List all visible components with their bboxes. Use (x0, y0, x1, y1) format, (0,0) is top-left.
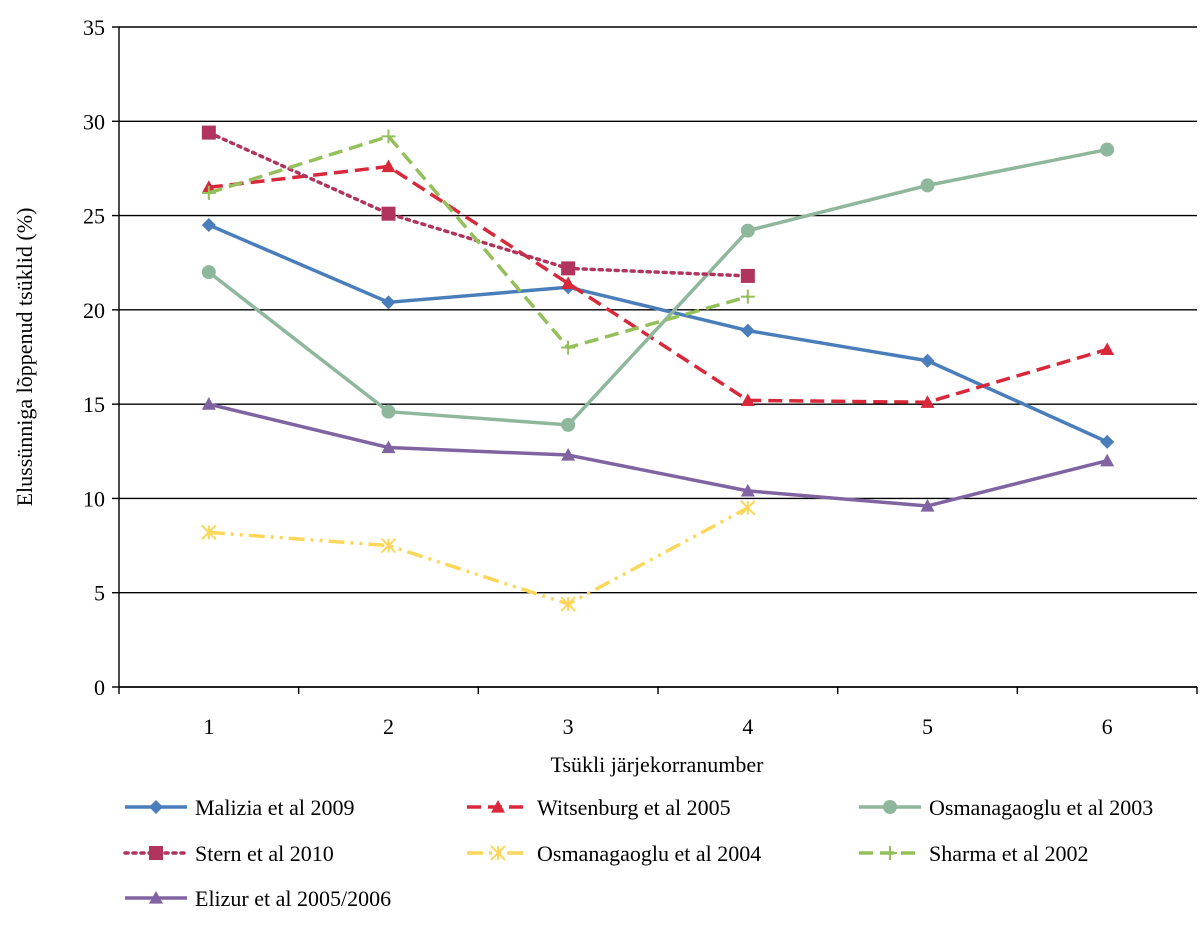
data-point-3-1 (381, 206, 396, 221)
data-point-4-3 (740, 500, 756, 516)
data-point-3-0 (201, 125, 216, 140)
y-axis-title: Elussünniga lõppenud tsüklid (%) (12, 208, 37, 507)
legend-label-2: Osmanagaoglu et al 2003 (929, 795, 1153, 820)
legend-item-4: Osmanagaoglu et al 2004 (467, 841, 761, 866)
data-point-5-0 (201, 185, 216, 200)
y-tick-label-10: 10 (83, 486, 105, 511)
data-point-2-2 (561, 417, 576, 432)
y-tick-label-30: 30 (83, 109, 105, 134)
legend-item-6: Elizur et al 2005/2006 (125, 886, 391, 911)
data-point-6-1 (381, 440, 396, 454)
legend-label-4: Osmanagaoglu et al 2004 (537, 841, 761, 866)
data-point-2-3 (740, 223, 755, 238)
legend: Malizia et al 2009 Witsenburg et al 2005 O… (123, 795, 1153, 911)
data-point-1-5 (1100, 342, 1115, 356)
legend-marker-0 (149, 800, 163, 814)
series-layer (201, 125, 1115, 612)
legend-marker-4 (490, 845, 506, 861)
legend-item-1: Witsenburg et al 2005 (467, 795, 731, 820)
x-tick-label-3: 3 (563, 714, 574, 739)
data-point-2-5 (1100, 142, 1115, 157)
data-point-4-1 (380, 537, 397, 554)
series-2 (201, 142, 1115, 432)
y-tick-label-35: 35 (83, 15, 105, 40)
series-1 (201, 159, 1115, 408)
data-point-3-3 (740, 268, 755, 283)
series-line-3 (207, 130, 750, 278)
x-tick-label-6: 6 (1102, 714, 1113, 739)
data-point-1-4 (920, 395, 935, 408)
x-tick-label-1: 1 (203, 714, 214, 739)
data-point-1-3 (740, 393, 755, 406)
x-tick-label-4: 4 (742, 714, 753, 739)
data-point-2-4 (920, 178, 935, 193)
series-6 (201, 397, 1115, 512)
series-0 (201, 218, 1115, 449)
legend-label-1: Witsenburg et al 2005 (537, 795, 731, 820)
data-point-4-2 (560, 596, 576, 612)
data-point-2-1 (381, 404, 396, 419)
axes (118, 27, 1197, 688)
y-tick-label-15: 15 (83, 392, 105, 417)
y-axis-ticks: 0 5 10 15 20 25 30 35 (83, 15, 119, 700)
data-point-6-4 (920, 498, 935, 512)
data-point-0-4 (920, 353, 935, 368)
y-tick-label-20: 20 (83, 298, 105, 323)
data-point-3-2 (561, 261, 576, 276)
data-point-4-0 (201, 524, 217, 541)
data-point-0-0 (201, 218, 216, 232)
legend-label-0: Malizia et al 2009 (195, 795, 354, 820)
series-line-5 (208, 134, 749, 350)
data-point-2-0 (201, 265, 216, 280)
x-tick-label-5: 5 (922, 714, 933, 739)
data-point-6-2 (561, 448, 576, 461)
data-point-0-1 (381, 295, 396, 310)
x-tick-label-2: 2 (383, 714, 394, 739)
legend-item-5: Sharma et al 2002 (859, 841, 1088, 866)
series-line-6 (208, 402, 1108, 508)
legend-item-0: Malizia et al 2009 (125, 795, 354, 820)
legend-marker-3 (149, 846, 163, 860)
legend-marker-1 (491, 800, 505, 813)
data-point-6-3 (740, 483, 755, 497)
legend-item-2: Osmanagaoglu et al 2003 (859, 795, 1153, 820)
series-line-0 (208, 223, 1108, 444)
legend-item-3: Stern et al 2010 (123, 841, 334, 866)
series-line-1 (208, 164, 1108, 405)
data-point-6-5 (1100, 453, 1115, 467)
data-point-6-0 (201, 397, 216, 410)
legend-marker-5 (883, 846, 897, 860)
x-axis-title: Tsükli järjekorranumber (551, 752, 765, 777)
data-point-0-3 (740, 323, 755, 338)
data-point-5-1 (381, 129, 396, 144)
legend-marker-6 (149, 891, 163, 904)
series-line-2 (207, 147, 1108, 427)
data-point-0-5 (1100, 434, 1115, 449)
data-point-5-3 (740, 289, 755, 304)
data-point-1-2 (561, 276, 576, 290)
legend-label-6: Elizur et al 2005/2006 (195, 886, 391, 911)
series-line-4 (208, 506, 749, 606)
legend-label-5: Sharma et al 2002 (929, 841, 1088, 866)
y-tick-label-5: 5 (94, 581, 105, 606)
y-tick-label-0: 0 (94, 675, 105, 700)
gridlines (119, 26, 1197, 688)
x-axis-ticks: 1 2 3 4 5 6 (118, 687, 1198, 739)
legend-label-3: Stern et al 2010 (195, 841, 334, 866)
series-5 (201, 129, 755, 355)
y-tick-label-25: 25 (83, 204, 105, 229)
series-4 (201, 500, 756, 612)
data-point-1-1 (381, 159, 396, 173)
data-point-5-2 (561, 340, 576, 355)
legend-marker-2 (883, 800, 897, 814)
